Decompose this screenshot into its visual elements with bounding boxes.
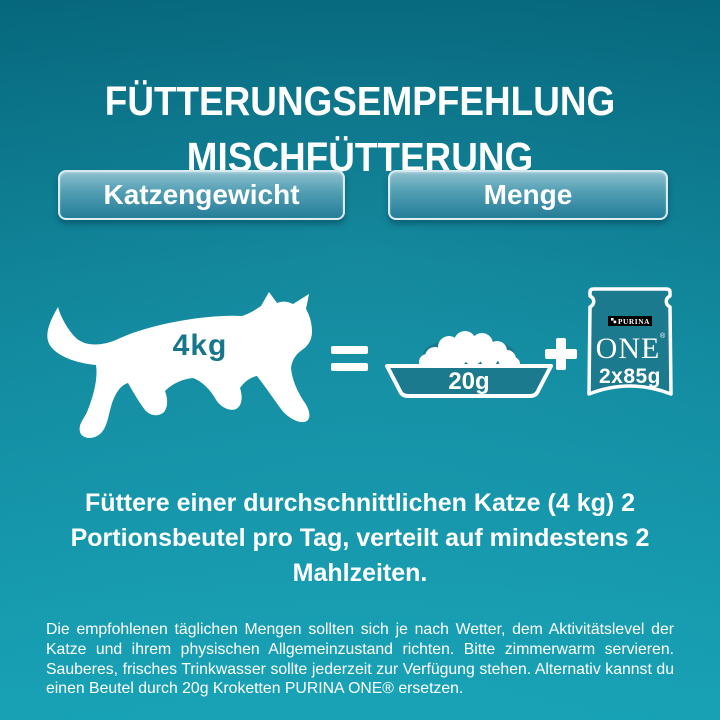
pouch-amount-label: 2x85g [599,365,661,388]
purina-logo-bar [608,316,652,326]
cat-silhouette-icon: 4kg [47,292,312,438]
product-label: ONE [596,332,661,365]
equals-icon [331,346,368,371]
kibble-mound [419,331,520,372]
tabs-row: Katzengewicht Menge [0,170,720,222]
bowl-amount-label: 20g [448,368,489,395]
page-title: FÜTTERUNGSEMPFEHLUNG MISCHFÜTTERUNG [36,73,684,185]
cat-weight-label: 4kg [173,329,228,362]
page-title-line1: FÜTTERUNGSEMPFEHLUNG [104,78,616,125]
purina-checkerboard-icon [611,318,617,324]
plus-icon [545,338,577,370]
fine-print-text: Die empfohlenen täglichen Mengen sollten… [46,621,674,698]
feeding-instruction-text: Füttere einer durchschnittlichen Katze (… [70,489,650,587]
registered-mark: ® [660,332,666,340]
food-bowl-icon: 20g [385,331,553,398]
food-pouch-icon: PURINA ONE ® 2x85g [587,287,673,396]
tab-katzengewicht[interactable]: Katzengewicht [58,170,345,220]
tab-menge[interactable]: Menge [388,170,668,220]
brand-label: PURINA [618,317,650,326]
